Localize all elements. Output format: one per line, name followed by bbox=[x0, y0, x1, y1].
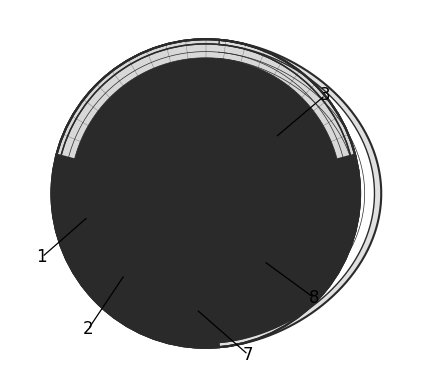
Polygon shape bbox=[57, 39, 354, 158]
Text: 2: 2 bbox=[83, 320, 93, 338]
Polygon shape bbox=[219, 40, 380, 347]
Circle shape bbox=[92, 80, 319, 307]
Circle shape bbox=[52, 39, 359, 348]
Text: 1: 1 bbox=[37, 248, 47, 266]
Text: 8: 8 bbox=[308, 289, 318, 307]
Circle shape bbox=[75, 62, 336, 325]
Text: 7: 7 bbox=[242, 346, 253, 364]
Text: 3: 3 bbox=[319, 86, 330, 104]
Circle shape bbox=[138, 126, 273, 261]
Circle shape bbox=[171, 159, 240, 228]
